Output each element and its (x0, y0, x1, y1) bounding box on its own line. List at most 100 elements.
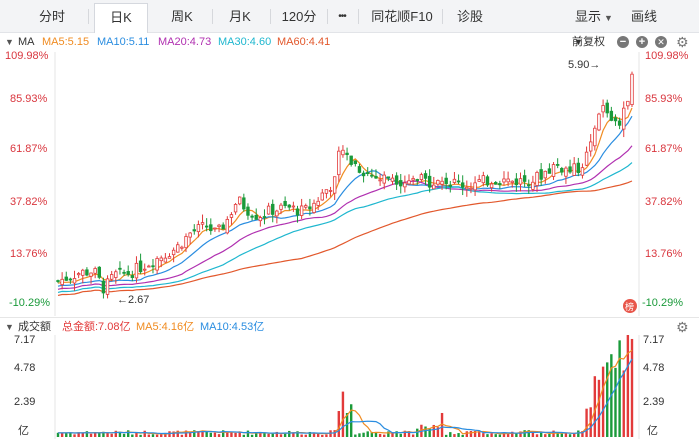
candle-body (555, 164, 560, 166)
y-axis-right-label: -10.29% (642, 297, 683, 309)
collapse-caret-icon[interactable]: ▼ (5, 322, 14, 332)
ma-line (57, 115, 633, 287)
volume-bar (255, 432, 258, 437)
candle-body (551, 164, 556, 177)
display-label: 显示 (575, 9, 602, 24)
candle-body (378, 179, 382, 182)
f10-button[interactable]: 同花顺F10 (364, 4, 440, 29)
candle-body (143, 268, 147, 271)
candle-body (85, 269, 89, 276)
ma60-label: MA60:4.41 (277, 36, 331, 48)
candle-body (163, 257, 168, 263)
volume-bar (292, 433, 295, 437)
candle-body (246, 206, 250, 216)
volume-bar (275, 431, 279, 437)
y-axis-right-label: 13.76% (645, 248, 683, 260)
candle-body (349, 155, 353, 165)
candle-body (304, 205, 308, 208)
volume-bar (606, 362, 609, 437)
volume-bar (337, 411, 341, 437)
y-axis-left-label: 109.98% (5, 50, 49, 62)
volume-chart[interactable] (0, 335, 699, 439)
candle-body (427, 175, 432, 188)
volume-bar (531, 431, 535, 437)
volume-bar (271, 433, 274, 437)
tab-intraday[interactable]: 分时 (30, 4, 74, 29)
close-icon[interactable]: ✕ (655, 36, 667, 48)
volume-bar (387, 431, 390, 437)
candle-body (399, 180, 403, 187)
vol-axis-right-label: 2.39 (643, 396, 665, 408)
candlesticks (56, 71, 634, 299)
candle-body (97, 266, 101, 278)
candle-body (64, 276, 68, 281)
volume-bar (383, 434, 386, 437)
zoom-in-icon[interactable]: + (636, 36, 648, 48)
rank-badge[interactable]: 榜 (623, 299, 637, 313)
toolbar-divider (270, 9, 271, 24)
candle-body (167, 256, 172, 259)
volume-bar (316, 433, 320, 437)
candle-body (332, 176, 337, 194)
candle-body (118, 267, 122, 270)
volume-legend-bar: ▼ 成交额 总金额:7.08亿 MA5:4.16亿 MA10:4.53亿 ⚙ (0, 317, 699, 335)
settings-gear-icon[interactable]: ⚙ (676, 34, 689, 50)
diagnose-button[interactable]: 诊股 (448, 4, 492, 29)
zoom-out-icon[interactable]: − (617, 36, 629, 48)
candle-body (254, 214, 258, 220)
volume-bar (184, 430, 188, 437)
volume-bar (151, 434, 155, 437)
tab-monthly-k[interactable]: 月K (218, 4, 262, 29)
volume-bar (568, 434, 572, 437)
ma-line (57, 180, 633, 296)
volume-bar (544, 434, 547, 437)
candle-body (407, 180, 411, 185)
volume-bar (160, 434, 163, 437)
tab-120min[interactable]: 120分 (276, 4, 322, 29)
adjust-label: 前复权 (572, 36, 605, 48)
draw-line-button[interactable]: 画线 (624, 4, 664, 29)
candle-body (601, 105, 605, 113)
vol-axis-left-label: 7.17 (14, 334, 36, 346)
volume-bar (341, 391, 345, 437)
volume-bar (535, 434, 539, 437)
volume-bar (539, 432, 543, 437)
display-dropdown[interactable]: 显示 ▼ (570, 4, 618, 29)
tab-weekly-k[interactable]: 周K (160, 4, 204, 29)
candle-body (345, 152, 349, 156)
candle-body (630, 73, 634, 106)
candle-body (229, 214, 234, 218)
tab-120min-label: 120分 (281, 9, 317, 24)
chart-toolbar: 分时 日K 周K 月K 120分 ••• 同花顺F10 诊股 显示 ▼ 画线 (0, 0, 699, 33)
candle-body (221, 224, 225, 230)
candle-body (225, 218, 230, 234)
collapse-caret-icon[interactable]: ▼ (5, 37, 14, 47)
candle-body (465, 186, 469, 190)
candle-body (200, 222, 205, 225)
candle-body (593, 127, 597, 147)
candle-body (560, 167, 564, 173)
volume-ma-lines (57, 349, 633, 435)
volume-bar (114, 430, 118, 437)
candle-body (134, 262, 139, 279)
y-axis-right-label: 109.98% (645, 50, 689, 62)
volume-bar (312, 432, 316, 437)
volume-bar (523, 430, 526, 437)
candle-body (316, 200, 320, 206)
volume-bar (490, 433, 493, 437)
candle-body (159, 257, 163, 262)
candle-body (237, 196, 242, 205)
candle-body (423, 173, 428, 179)
volume-bar (242, 434, 246, 437)
candle-body (361, 172, 366, 177)
more-periods-button[interactable]: ••• (330, 4, 354, 29)
tab-monthly-k-label: 月K (229, 9, 251, 24)
tab-daily-k[interactable]: 日K (94, 3, 148, 33)
candle-body (456, 180, 461, 183)
volume-bar (172, 431, 175, 437)
kline-chart[interactable]: 5.90→ ←2.67 榜 (0, 51, 699, 317)
draw-line-label: 画线 (630, 9, 657, 24)
volume-bar (246, 430, 250, 437)
candle-body (320, 192, 324, 201)
settings-gear-icon[interactable]: ⚙ (676, 319, 689, 335)
